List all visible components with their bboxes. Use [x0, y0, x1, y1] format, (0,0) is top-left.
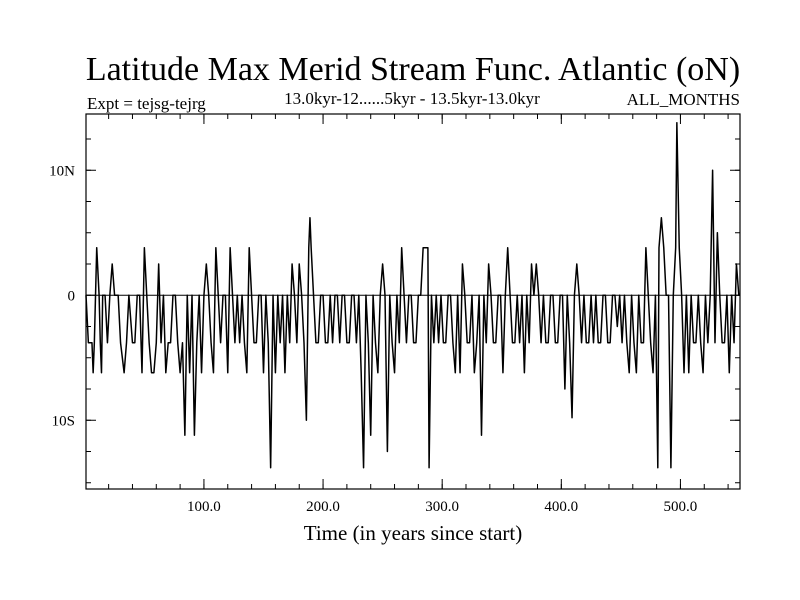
x-tick-label: 500.0 [664, 499, 698, 515]
months-label: ALL_MONTHS [627, 90, 740, 109]
y-tick-label: 10N [49, 163, 75, 179]
x-axis-label: Time (in years since start) [304, 521, 523, 545]
series-layer [85, 122, 740, 469]
period-label: 13.0kyr-12......5kyr - 13.5kyr-13.0kyr [284, 89, 540, 108]
plot-frame [85, 113, 741, 490]
experiment-label: Expt = tejsg-tejrg [87, 94, 206, 113]
x-tick-label: 400.0 [544, 499, 578, 515]
y-tick-label: 10S [52, 413, 75, 429]
x-tick-label: 200.0 [306, 499, 340, 515]
series-line [85, 122, 740, 469]
y-tick-label: 0 [68, 288, 76, 304]
x-tick-label: 100.0 [187, 499, 221, 515]
axes: 100.0 200.0 300.0 400.0 500.0 10N 0 10S [49, 114, 740, 515]
x-tick-label: 300.0 [425, 499, 459, 515]
chart-title: Latitude Max Merid Stream Func. Atlantic… [86, 51, 740, 88]
